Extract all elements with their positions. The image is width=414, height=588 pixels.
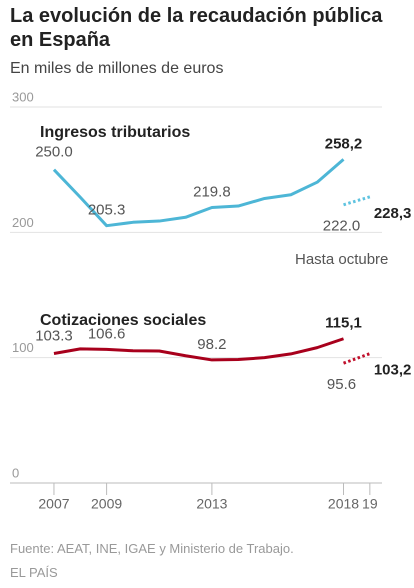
y-tick-label: 200 [12,215,34,230]
data-label: 106.6 [88,325,126,342]
credit: EL PAÍS [10,565,58,580]
data-label: 258,2 [325,135,363,152]
dotted-line [343,352,371,365]
dotted-line [343,195,371,207]
line [53,337,344,362]
data-label: 228,3 [374,205,412,222]
data-label: 115,1 [325,315,362,332]
data-label: 95.6 [327,376,356,393]
annotation: Cotizaciones sociales [40,312,206,329]
chart-title: La evolución de la recaudación pública e… [10,5,383,51]
x-tick-label: 19 [362,496,378,512]
y-tick-label: 0 [12,465,19,480]
data-label: 222.0 [323,218,361,235]
annotation: Hasta octubre [295,251,388,268]
data-label: 103,2 [374,362,412,379]
y-tick-label: 100 [12,340,34,355]
annotation: Ingresos tributarios [40,124,190,141]
data-label: 98.2 [197,336,226,353]
x-tick-label: 2009 [91,496,122,512]
data-label: 219.8 [193,183,231,200]
line [52,158,345,228]
x-tick-label: 2013 [196,496,227,512]
source: Fuente: AEAT, INE, IGAE y Ministerio de … [10,541,294,556]
data-label: 103.3 [35,327,73,344]
x-tick-label: 2018 [328,496,359,512]
data-label: 205.3 [88,202,126,219]
chart: Ingresos tributarios Cotizaciones social… [10,89,412,512]
y-tick-label: 300 [12,89,34,104]
chart-subtitle: En miles de millones de euros [10,60,224,77]
x-tick-label: 2007 [38,496,69,512]
data-label: 250.0 [35,144,73,161]
